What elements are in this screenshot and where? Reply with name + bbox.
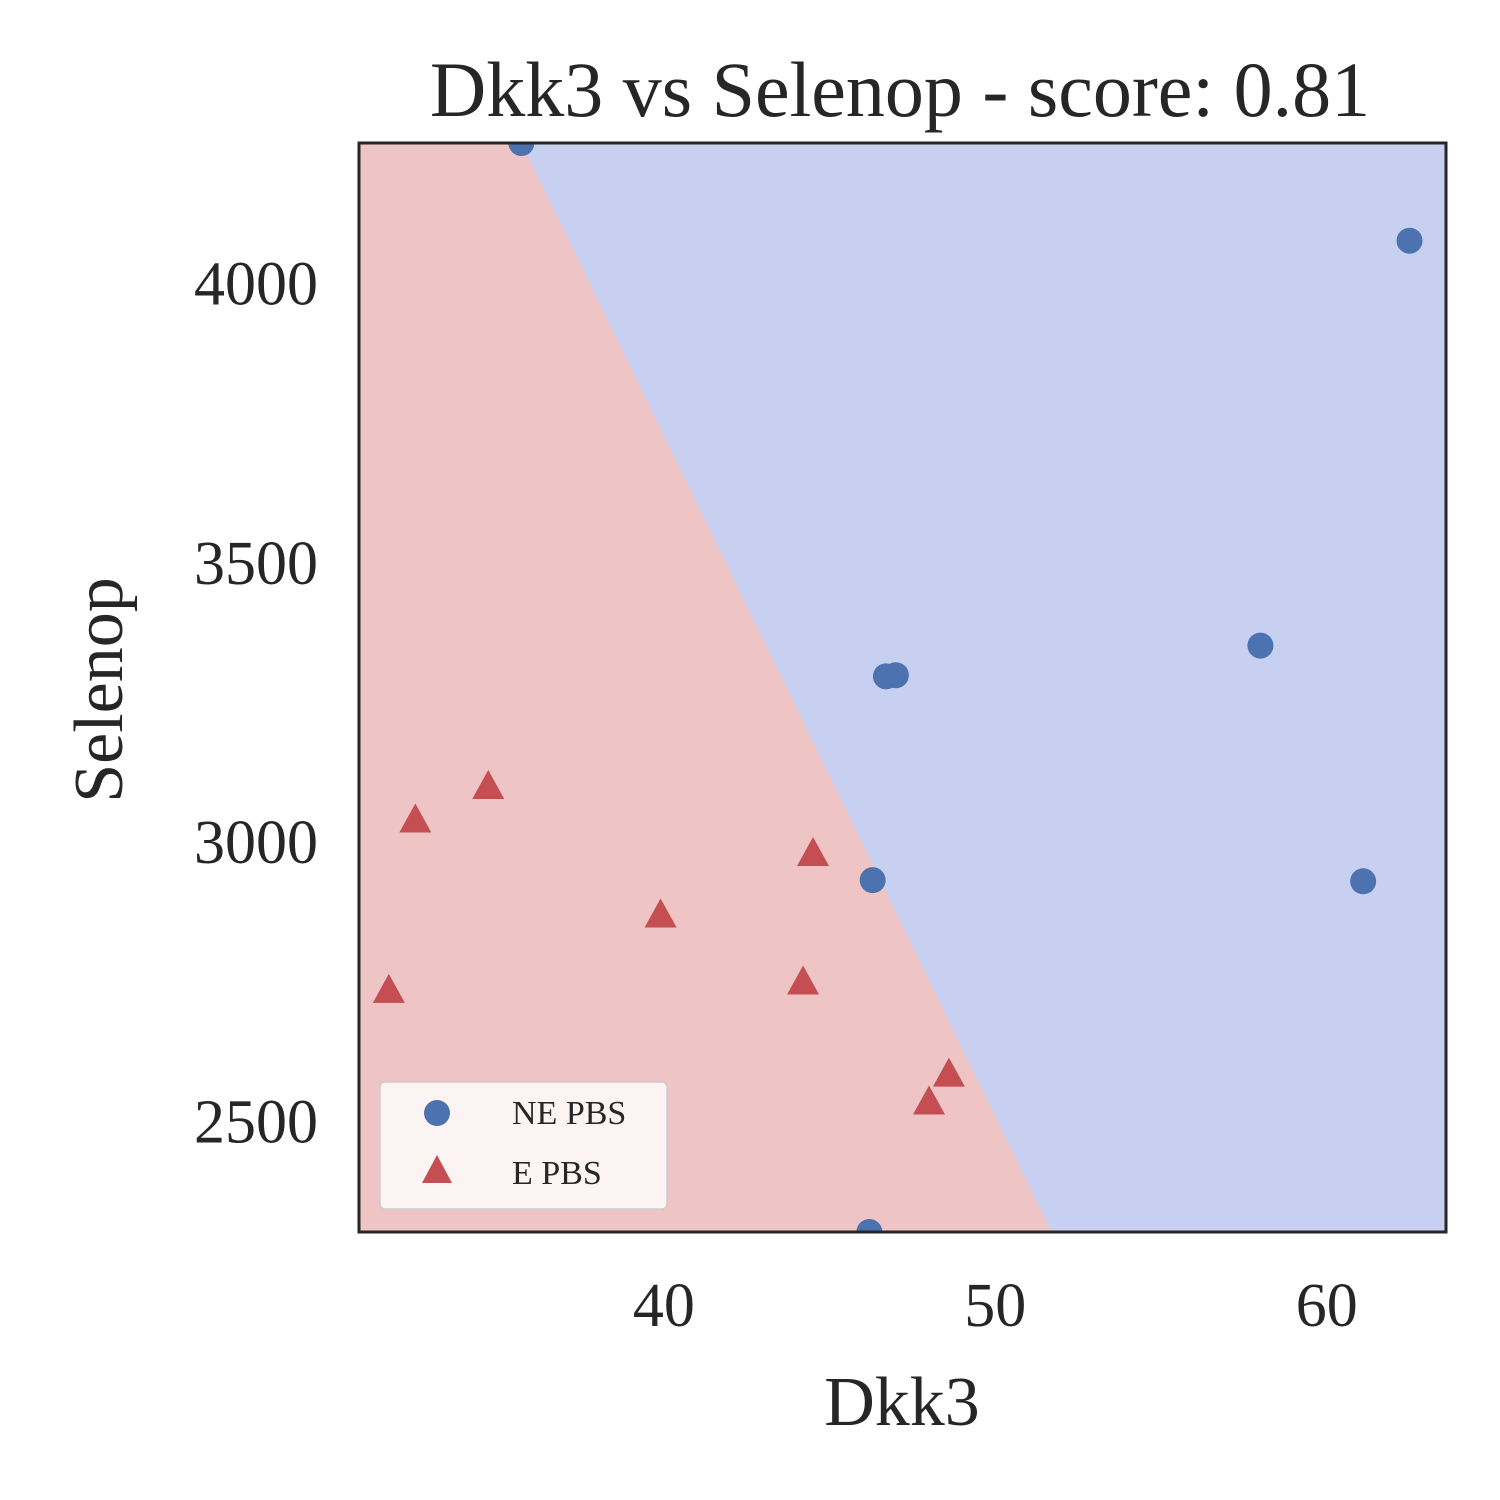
y-ticks: 2500 3000 3500 4000 — [194, 251, 318, 1157]
y-tick-label: 3500 — [194, 530, 318, 598]
point-ne-pbs — [856, 1219, 883, 1232]
point-e-pbs — [797, 837, 830, 867]
x-tick-label: 40 — [633, 1272, 695, 1340]
axes-frame — [357, 141, 1448, 1234]
x-tick-label: 60 — [1296, 1272, 1358, 1340]
point-e-pbs — [932, 1057, 965, 1087]
plot-area — [359, 143, 1446, 1232]
legend-e-marker — [422, 1155, 452, 1183]
point-e-pbs — [787, 965, 820, 995]
point-ne-pbs — [1350, 868, 1377, 895]
point-ne-pbs — [1396, 227, 1423, 254]
legend-box — [379, 1081, 668, 1210]
point-e-pbs — [472, 770, 505, 800]
chart-title: Dkk3 vs Selenop - score: 0.81 — [430, 46, 1370, 133]
x-ticks: 40 50 60 — [633, 1272, 1358, 1340]
x-tick-label: 50 — [964, 1272, 1026, 1340]
point-ne-pbs — [882, 662, 909, 689]
region-e — [359, 143, 1052, 1232]
legend-e-label: E PBS — [512, 1155, 602, 1192]
y-tick-label: 4000 — [194, 251, 318, 319]
y-tick-label: 2500 — [194, 1088, 318, 1156]
point-e-pbs — [399, 803, 432, 833]
data-points — [372, 143, 1423, 1232]
y-axis-label: Selenop — [61, 577, 138, 803]
point-e-pbs — [913, 1085, 946, 1115]
point-e-pbs — [372, 973, 405, 1003]
point-ne-pbs — [859, 867, 886, 894]
legend: NE PBS E PBS — [379, 1081, 668, 1210]
x-axis-label: Dkk3 — [824, 1364, 980, 1441]
legend-ne-label: NE PBS — [512, 1095, 626, 1132]
y-tick-label: 3000 — [194, 809, 318, 877]
point-e-pbs — [644, 898, 677, 928]
point-ne-pbs — [1247, 632, 1274, 659]
legend-ne-marker — [424, 1100, 450, 1126]
point-ne-pbs — [508, 143, 535, 156]
